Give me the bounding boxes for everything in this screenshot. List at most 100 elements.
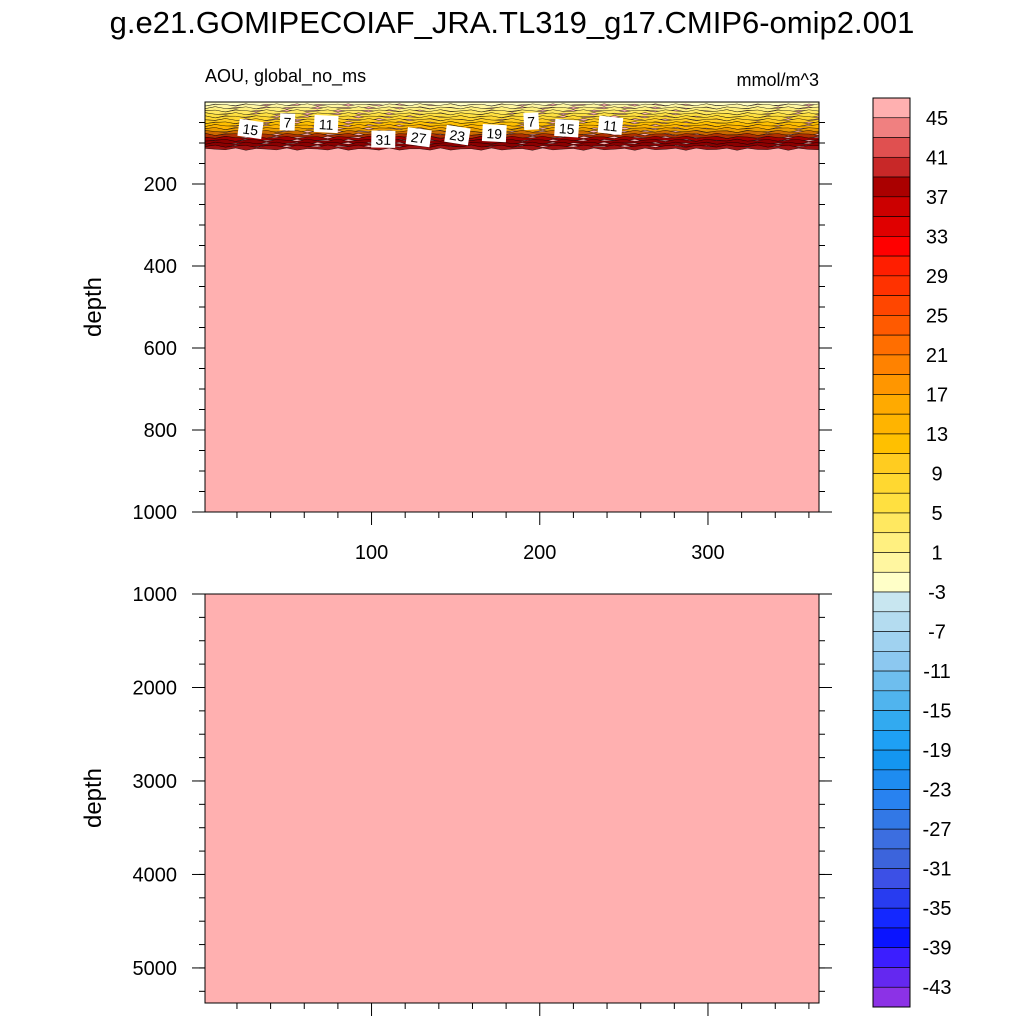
- colorbar-swatch: [872, 631, 911, 652]
- contour-label: 23: [444, 124, 471, 146]
- y-tick-label: 600: [144, 338, 177, 360]
- contour-label-box: [444, 124, 471, 146]
- colorbar: 45 41 37 33 29 25 21 17 13 9 5 1 -3 -7 -11 -15 -19 -23 -27…: [872, 97, 952, 1008]
- colorbar-swatch: [872, 354, 911, 375]
- contour-label: 7: [523, 112, 540, 131]
- top-x-axis: 100 200 300: [236, 512, 810, 564]
- colorbar-label: 5: [931, 503, 942, 525]
- colorbar-swatch: [872, 156, 911, 178]
- colorbar-swatch: [872, 255, 911, 277]
- colorbar-swatch: [872, 275, 911, 296]
- y-tick-label: 200: [144, 174, 177, 196]
- colorbar-label: -15: [923, 701, 952, 723]
- colorbar-label: 29: [926, 266, 948, 288]
- contour-label: 27: [405, 127, 432, 148]
- bottom-plot-area: 1000 2000 3000 4000 5000: [133, 584, 832, 1016]
- colorbar-swatch: [872, 334, 911, 356]
- x-tick-label: 200: [523, 542, 556, 564]
- colorbar-label: -19: [923, 740, 952, 762]
- colorbar-swatch: [872, 453, 911, 474]
- colorbar-label: -11: [923, 661, 950, 683]
- colorbar-label: 9: [931, 463, 942, 485]
- colorbar-swatch: [872, 394, 911, 415]
- colorbar-swatch: [872, 492, 911, 514]
- colorbar-swatch: [872, 749, 911, 771]
- colorbar-swatch: [872, 809, 911, 830]
- top-deep-fill: [205, 102, 819, 512]
- colorbar-swatch: [872, 611, 911, 632]
- bottom-frame: [204, 593, 820, 1004]
- contour-label-box: [405, 127, 432, 148]
- colorbar-swatch: [872, 295, 911, 316]
- colorbar-label: 17: [926, 384, 948, 406]
- contour-label-text: 11: [318, 116, 334, 133]
- units-label: mmol/m^3: [737, 70, 819, 90]
- top-y-axis: 200 400 600 800 1000: [133, 122, 832, 524]
- colorbar-label: -43: [923, 977, 952, 999]
- colorbar-swatch: [872, 196, 911, 217]
- colorbar-swatch: [872, 828, 911, 850]
- contour-label-text: 27: [410, 129, 428, 147]
- colorbar-swatch: [872, 315, 911, 336]
- colorbar-swatch: [872, 888, 911, 909]
- contour-label-box: [597, 115, 624, 136]
- contour-label-box: [481, 123, 507, 143]
- colorbar-swatch: [872, 137, 911, 158]
- y-tick-label: 1000: [133, 584, 178, 606]
- colorbar-swatch: [872, 927, 911, 949]
- contour-label-text: 7: [283, 114, 292, 130]
- colorbar-label: 25: [926, 305, 948, 327]
- contour-label-box: [237, 118, 264, 140]
- colorbar-frame: [872, 97, 911, 1008]
- colorbar-swatch: [872, 97, 911, 119]
- colorbar-label: -23: [923, 780, 952, 802]
- colorbar-swatch: [872, 651, 911, 672]
- colorbar-swatch: [872, 710, 911, 731]
- colorbar-swatch: [872, 571, 911, 593]
- y-tick-label: 1000: [133, 502, 178, 524]
- top-surface-bands: [204, 101, 820, 151]
- colorbar-label: 21: [926, 345, 948, 367]
- colorbar-swatch: [872, 690, 911, 711]
- bottom-y-axis: 1000 2000 3000 4000 5000: [133, 584, 832, 992]
- colorbar-label: -35: [923, 898, 952, 920]
- colorbar-swatch: [872, 473, 911, 494]
- colorbar-swatch: [872, 552, 911, 573]
- contour-label-box: [371, 130, 396, 148]
- bottom-deep-fill: [205, 594, 819, 1003]
- colorbar-swatch: [872, 374, 911, 395]
- colorbar-swatch: [872, 848, 911, 869]
- y-tick-label: 3000: [133, 771, 178, 793]
- contour-label-box: [523, 112, 540, 131]
- contour-label: 11: [597, 115, 624, 136]
- colorbar-label: -3: [928, 582, 946, 604]
- colorbar-swatch: [872, 433, 911, 454]
- y-tick-label: 4000: [133, 864, 178, 886]
- x-tick-label: 300: [691, 542, 724, 564]
- colorbar-label: 37: [926, 187, 948, 209]
- contour-label-text: 19: [486, 125, 503, 142]
- colorbar-swatch: [872, 591, 911, 613]
- colorbar-label: -7: [928, 622, 946, 644]
- bottom-x-axis: [236, 1003, 810, 1016]
- colorbar-label: 45: [926, 108, 948, 130]
- colorbar-swatch: [872, 670, 911, 692]
- colorbar-label: 1: [931, 543, 942, 565]
- bottom-y-axis-label: depth: [80, 768, 107, 828]
- colorbar-swatch: [872, 117, 911, 138]
- top-plot-area: 15 7 11 31 27 23 19 7 15 11 200 400 600 800 1000 100 2…: [133, 101, 832, 564]
- contour-label: 19: [481, 123, 507, 143]
- colorbar-swatch: [872, 789, 911, 810]
- contour-label-text: 7: [527, 113, 536, 129]
- colorbar-swatch: [872, 413, 911, 435]
- colorbar-swatch: [872, 868, 911, 889]
- contour-label: 7: [279, 113, 296, 131]
- y-tick-label: 5000: [133, 958, 178, 980]
- colorbar-swatch: [872, 512, 911, 534]
- colorbar-label: -27: [923, 819, 952, 841]
- colorbar-swatch: [872, 532, 911, 553]
- contour-label: 11: [313, 114, 339, 134]
- colorbar-swatch: [872, 986, 911, 1008]
- contour-label-text: 15: [242, 120, 260, 138]
- colorbar-swatch: [872, 730, 911, 751]
